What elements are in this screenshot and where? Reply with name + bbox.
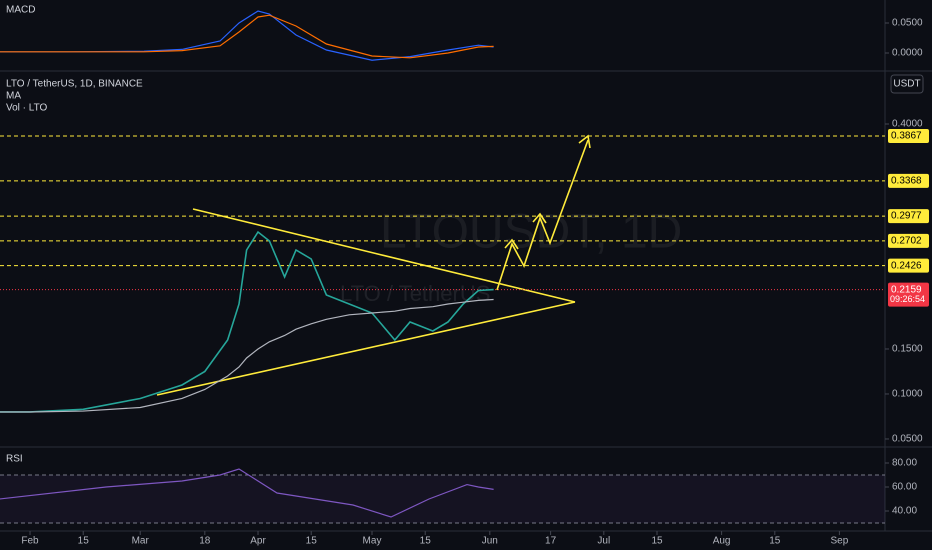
series-line: [0, 230, 494, 413]
level-label-bg: [888, 209, 929, 224]
level-label-bg: [888, 128, 929, 143]
x-tick-label: Aug: [713, 536, 731, 547]
symbol: LTO / TetherUS, 1D, BINANCE: [6, 79, 143, 90]
level-label: 0.2426: [891, 260, 922, 271]
y-tick-label: 0.0500: [892, 434, 923, 445]
currency[interactable]: USDT: [893, 79, 920, 90]
x-tick-label: 15: [420, 536, 432, 547]
y-tick-label: 0.0000: [892, 48, 923, 59]
x-tick-label: Feb: [21, 536, 39, 547]
level-label: 0.3867: [891, 131, 922, 142]
rsi-fill: [0, 474, 885, 524]
y-tick-label: 40.00: [892, 506, 917, 517]
series-line: [0, 10, 494, 61]
pane-title: RSI: [6, 454, 23, 465]
y-tick-label: 0.1000: [892, 389, 923, 400]
countdown: 09:26:54: [890, 294, 925, 304]
y-tick-label: 60.00: [892, 482, 917, 493]
level-label-bg: [888, 233, 929, 248]
y-tick-label: 0.0500: [892, 18, 923, 29]
x-tick-label: 15: [651, 536, 663, 547]
series-line: [0, 298, 494, 413]
x-tick-label: 18: [199, 536, 211, 547]
level-label-bg: [888, 173, 929, 188]
x-tick-label: May: [363, 536, 382, 547]
series-line: [0, 468, 494, 518]
x-tick-label: Mar: [132, 536, 150, 547]
level-label: 0.3368: [891, 176, 922, 187]
x-tick-label: Sep: [831, 536, 849, 547]
y-tick-label: 0.1500: [892, 344, 923, 355]
x-tick-label: Apr: [250, 536, 266, 547]
indicator: Vol · LTO: [6, 103, 48, 114]
y-tick-label: 80.00: [892, 458, 917, 469]
level-label: 0.2702: [891, 235, 922, 246]
x-tick-label: 15: [769, 536, 781, 547]
level-label: 0.2977: [891, 211, 922, 222]
currency-box[interactable]: [890, 74, 924, 94]
x-tick-label: 15: [78, 536, 90, 547]
x-tick-label: Jul: [597, 536, 610, 547]
drawings: [156, 134, 591, 396]
series-line: [0, 14, 494, 59]
y-tick-label: 0.4000: [892, 119, 923, 130]
level-label-bg: [888, 258, 929, 273]
watermark: LTOUSDT, 1D: [380, 206, 682, 259]
last-price-bg: [888, 282, 929, 307]
x-tick-label: Jun: [482, 536, 498, 547]
pane-title: MACD: [6, 5, 35, 16]
indicator: MA: [6, 91, 21, 102]
x-tick-label: 17: [545, 536, 557, 547]
x-tick-label: 15: [306, 536, 318, 547]
last-price: 0.2159: [891, 284, 922, 295]
